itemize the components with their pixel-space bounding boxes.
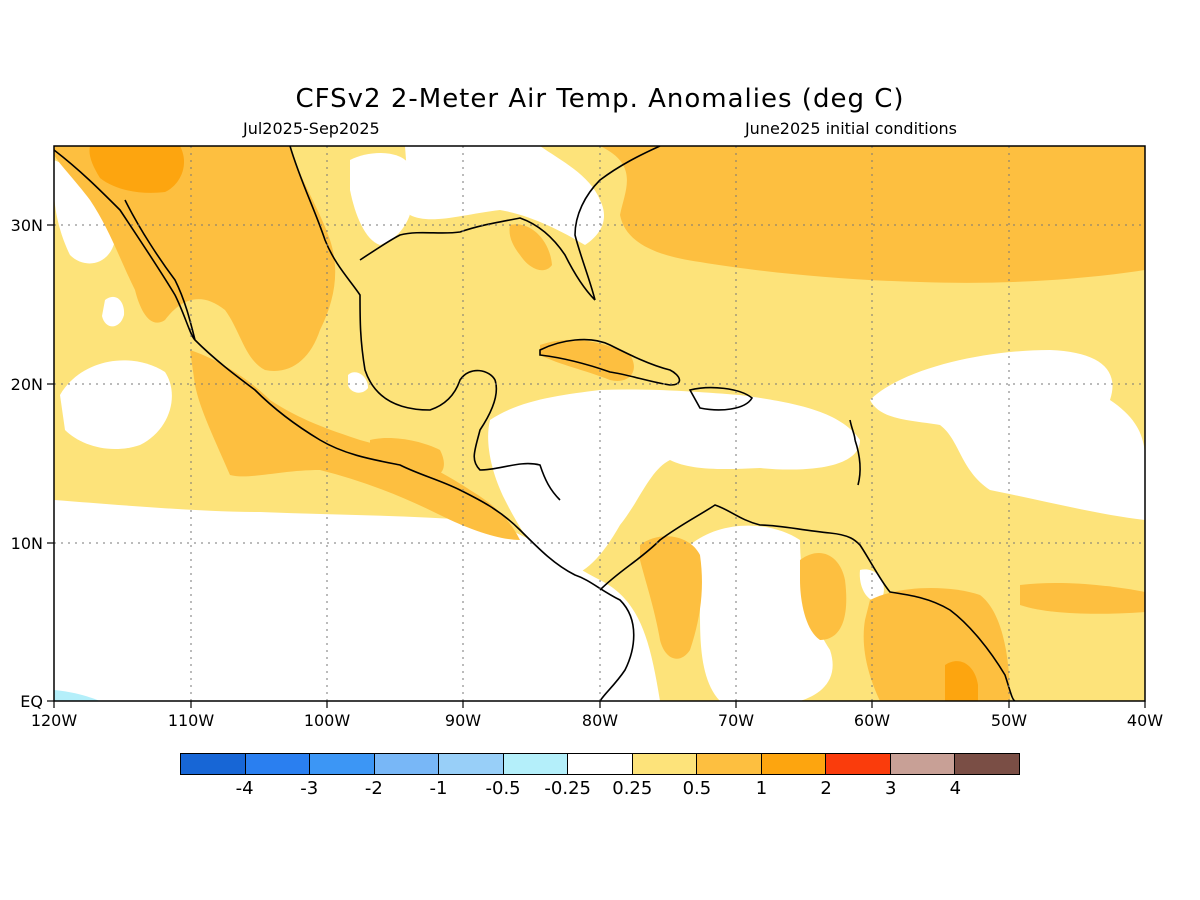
anomaly-region-05-1-central bbox=[370, 438, 444, 479]
neutral-region-baja-small bbox=[102, 296, 125, 327]
colorbar-label: -0.25 bbox=[544, 778, 591, 799]
colorbar-swatch bbox=[439, 754, 504, 774]
coastline-south-america bbox=[599, 504, 1016, 701]
axis-ticks bbox=[47, 224, 1146, 708]
colorbar-swatch bbox=[568, 754, 633, 774]
colorbar-swatch bbox=[310, 754, 375, 774]
lat-tick-label: 30N bbox=[11, 216, 43, 235]
coastline-us-atlantic bbox=[574, 146, 661, 301]
colorbar-swatch bbox=[503, 754, 569, 774]
neutral-region-gulf-north bbox=[350, 153, 414, 245]
neutral-region-east-pacific bbox=[54, 500, 660, 701]
neutral-region-southeast-us bbox=[405, 146, 605, 245]
colorbar-label: 1 bbox=[755, 778, 768, 799]
neutral-region-atlantic bbox=[870, 350, 1145, 520]
colorbar-swatch bbox=[697, 754, 762, 774]
forecast-period: Jul2025-Sep2025 bbox=[243, 119, 380, 138]
chart-title: CFSv2 2-Meter Air Temp. Anomalies (deg C… bbox=[295, 84, 905, 114]
colorbar-label: 0.5 bbox=[682, 778, 712, 799]
neutral-region-atlantic-small bbox=[859, 569, 884, 601]
colorbar-swatch bbox=[245, 754, 311, 774]
anomaly-region-05-1-cuba bbox=[540, 339, 634, 381]
anomaly-region-05-1-atlantic bbox=[600, 146, 1145, 283]
colorbar-label: 2 bbox=[820, 778, 832, 799]
anomaly-region-1-2-southwest bbox=[89, 146, 185, 193]
lat-tick-label: 20N bbox=[11, 375, 43, 394]
coastlines bbox=[54, 146, 1016, 701]
colorbar-swatch bbox=[955, 754, 1019, 774]
neutral-region-yucatan-small bbox=[348, 372, 368, 393]
anomaly-region-05-1-florida bbox=[509, 224, 552, 271]
lon-tick-label: 80W bbox=[582, 711, 618, 730]
coastline-cuba bbox=[539, 338, 681, 386]
neutral-region-baja bbox=[54, 160, 115, 264]
colorbar-label: -0.5 bbox=[485, 778, 521, 799]
lon-tick-label: 100W bbox=[304, 711, 351, 730]
anomaly-region-05-1-mexico bbox=[54, 146, 336, 371]
neutral-region-south-america bbox=[690, 525, 833, 701]
colorbar-label: -1 bbox=[429, 778, 448, 799]
lon-tick-label: 70W bbox=[718, 711, 754, 730]
colorbar-label: 0.25 bbox=[612, 778, 653, 799]
coastline-us-gulf bbox=[359, 217, 596, 301]
colorbar-label: 3 bbox=[885, 778, 897, 799]
colorbar-swatch bbox=[761, 754, 827, 774]
lon-tick-label: 50W bbox=[991, 711, 1027, 730]
anomaly-shading bbox=[54, 146, 1145, 701]
colorbar-label: -4 bbox=[235, 778, 254, 799]
lat-tick-label: 10N bbox=[11, 534, 43, 553]
lat-tick-label: EQ bbox=[20, 692, 43, 711]
neutral-region-caribbean bbox=[488, 389, 860, 576]
neutral-region-north-pacific bbox=[60, 360, 172, 450]
anomaly-region-neg-025-05 bbox=[54, 690, 100, 701]
colorbar-swatch bbox=[374, 754, 440, 774]
anomaly-region-1-2-guiana bbox=[945, 661, 978, 701]
anomaly-region-05-1-atlantic-east bbox=[1020, 582, 1145, 614]
lon-tick-label: 110W bbox=[168, 711, 215, 730]
gridlines bbox=[54, 146, 1145, 701]
colorbar-swatch bbox=[632, 754, 698, 774]
colorbar-swatch bbox=[890, 754, 956, 774]
anomaly-region-05-1-colombia bbox=[640, 536, 702, 659]
anomaly-region-05-1-venezuela bbox=[800, 552, 847, 640]
lon-tick-label: 40W bbox=[1127, 711, 1163, 730]
lon-tick-label: 90W bbox=[445, 711, 481, 730]
colorbar-swatch bbox=[181, 754, 246, 774]
colorbar-label: -2 bbox=[364, 778, 383, 799]
coastline-hispaniola bbox=[688, 386, 754, 411]
anomaly-region-05-1-pacific-coast bbox=[190, 350, 520, 540]
colorbar-swatch bbox=[826, 754, 891, 774]
coastline-pacific-mexico bbox=[54, 149, 635, 701]
anomaly-region-05-1-guianas bbox=[863, 588, 1010, 701]
initial-conditions: June2025 initial conditions bbox=[744, 119, 957, 138]
border-lesser-antilles bbox=[849, 419, 861, 486]
colorbar-label: 4 bbox=[949, 778, 962, 799]
lon-tick-label: 60W bbox=[854, 711, 890, 730]
coastline-gulf-mexico bbox=[289, 146, 561, 501]
colorbar bbox=[180, 753, 1020, 775]
lon-tick-label: 120W bbox=[31, 711, 78, 730]
colorbar-label: -3 bbox=[300, 778, 319, 799]
